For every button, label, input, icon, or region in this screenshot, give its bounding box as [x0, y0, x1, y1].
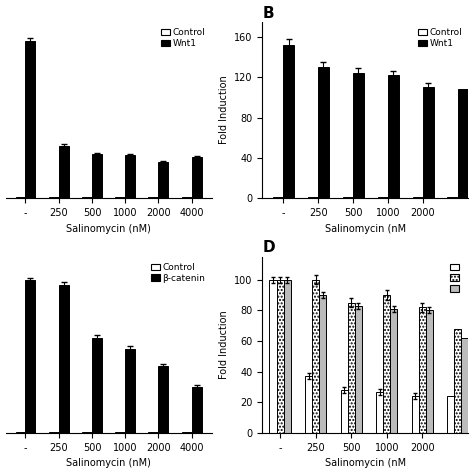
- Bar: [158, 366, 168, 433]
- Bar: [125, 349, 135, 433]
- Bar: [319, 295, 326, 433]
- Bar: [347, 303, 355, 433]
- Bar: [390, 309, 397, 433]
- Bar: [158, 162, 168, 198]
- Bar: [426, 310, 433, 433]
- Bar: [16, 197, 26, 198]
- Bar: [92, 155, 102, 198]
- X-axis label: Salinomycin (nM): Salinomycin (nM): [66, 458, 151, 468]
- Bar: [26, 281, 36, 433]
- Bar: [308, 197, 318, 198]
- Bar: [182, 432, 191, 433]
- Text: D: D: [263, 240, 275, 255]
- Bar: [353, 73, 364, 198]
- Bar: [59, 146, 69, 198]
- Bar: [458, 89, 468, 198]
- Bar: [269, 280, 276, 433]
- Legend: , , : , ,: [448, 261, 464, 295]
- Bar: [82, 432, 92, 433]
- Bar: [383, 295, 390, 433]
- Bar: [447, 396, 454, 433]
- Bar: [447, 197, 458, 198]
- Bar: [125, 155, 135, 198]
- Bar: [355, 306, 362, 433]
- Y-axis label: Fold Induction: Fold Induction: [219, 76, 228, 145]
- Bar: [148, 432, 158, 433]
- Bar: [49, 432, 59, 433]
- Text: B: B: [263, 6, 274, 20]
- Bar: [340, 390, 347, 433]
- Legend: Control, Wnt1: Control, Wnt1: [416, 26, 464, 50]
- Bar: [92, 338, 102, 433]
- Bar: [276, 280, 283, 433]
- Bar: [419, 307, 426, 433]
- Bar: [273, 197, 283, 198]
- Legend: Control, β-catenin: Control, β-catenin: [149, 261, 207, 284]
- Bar: [49, 197, 59, 198]
- Bar: [115, 432, 125, 433]
- Bar: [16, 432, 26, 433]
- Bar: [343, 197, 353, 198]
- Legend: Control, Wnt1: Control, Wnt1: [159, 26, 207, 50]
- Bar: [283, 45, 294, 198]
- Bar: [376, 392, 383, 433]
- Bar: [411, 396, 419, 433]
- X-axis label: Salinomycin (nM: Salinomycin (nM: [325, 224, 406, 234]
- Bar: [412, 197, 423, 198]
- Bar: [82, 197, 92, 198]
- Bar: [305, 376, 312, 433]
- Bar: [59, 285, 69, 433]
- Bar: [148, 197, 158, 198]
- Bar: [461, 338, 468, 433]
- Bar: [191, 157, 201, 198]
- Bar: [182, 197, 191, 198]
- X-axis label: Salinomycin (nM): Salinomycin (nM): [66, 224, 151, 234]
- Bar: [191, 387, 201, 433]
- Y-axis label: Fold Induction: Fold Induction: [219, 310, 229, 379]
- Bar: [26, 41, 36, 198]
- Bar: [312, 280, 319, 433]
- Bar: [378, 197, 388, 198]
- Bar: [423, 87, 434, 198]
- Bar: [454, 329, 461, 433]
- Bar: [115, 197, 125, 198]
- Bar: [388, 75, 399, 198]
- Bar: [318, 67, 329, 198]
- Bar: [283, 280, 291, 433]
- X-axis label: Salinomycin (nM: Salinomycin (nM: [325, 458, 406, 468]
